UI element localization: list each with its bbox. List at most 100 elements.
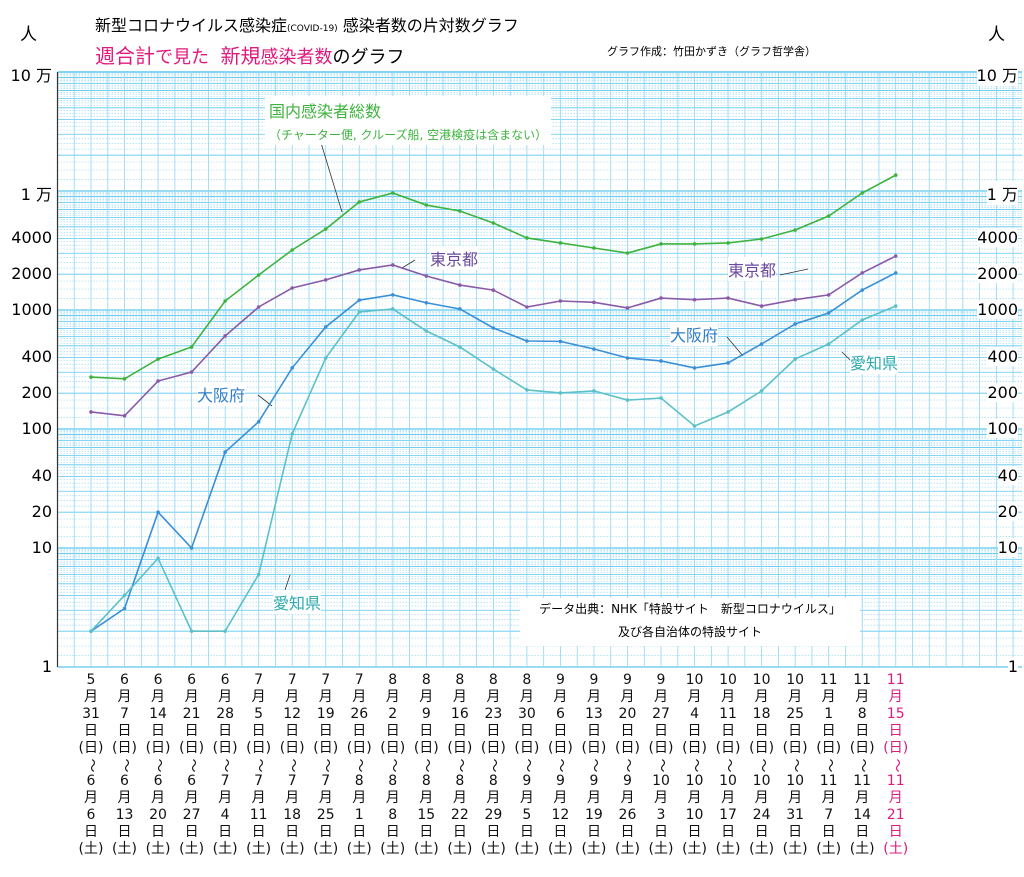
data-point-aichi [323, 356, 328, 360]
data-point-tokyo [189, 370, 194, 374]
data-point-tokyo [491, 288, 496, 292]
y-tick-label-r: 100 [987, 419, 1018, 438]
data-point-tokyo [156, 379, 160, 383]
x-tick-label: 7 月 19 日 (日) 〜 7 月 25 日 (土) [313, 672, 339, 858]
data-point-national [893, 173, 898, 177]
data-point-osaka [893, 271, 898, 275]
data-point-aichi [793, 357, 797, 361]
x-tick-label: 9 月 13 日 (日) 〜 9 月 19 日 (土) [581, 672, 607, 858]
y-tick-label-r: 1000 [977, 300, 1018, 319]
data-point-aichi [424, 329, 429, 333]
data-point-aichi [89, 629, 93, 633]
data-point-aichi [458, 345, 462, 349]
leader-line-national [317, 132, 343, 213]
data-point-national [189, 345, 194, 349]
x-tick-label: 8 月 2 日 (日) 〜 8 月 8 日 (土) [380, 672, 406, 858]
data-point-aichi [860, 318, 864, 322]
leader-line-tokyo [779, 268, 809, 276]
data-point-tokyo [793, 297, 797, 302]
data-point-tokyo [625, 306, 630, 310]
y-tick-label-l: 2000 [11, 264, 52, 284]
x-tick-label: 10 月 4 日 (日) 〜 10 月 10 日 (土) [682, 672, 707, 858]
series-label-national: 国内感染者総数 （チャーター便, クルーズ船, 空港検疫は含まない） [265, 96, 552, 145]
x-tick-label: 10 月 11 日 (日) 〜 10 月 17 日 (土) [715, 672, 741, 858]
author-credit: グラフ作成：竹田かずき（グラフ哲学舎） [607, 45, 816, 58]
y-tick-label-l: 1 [41, 657, 52, 676]
series-label-aichi-1: 愛知県 [273, 590, 322, 614]
x-tick-label: 8 月 23 日 (日) 〜 8 月 29 日 (土) [480, 672, 506, 858]
data-point-tokyo [759, 304, 764, 308]
y-tick-label-r: 1 万 [986, 181, 1018, 205]
data-point-osaka [826, 311, 831, 315]
x-tick-label: 10 月 18 日 (日) 〜 10 月 24 日 (土) [749, 672, 775, 858]
x-tick-label: 8 月 30 日 (日) 〜 9 月 5 日 (土) [514, 672, 540, 858]
x-tick-label: 11 月 1 日 (日) 〜 11 月 7 日 (土) [816, 672, 842, 858]
data-point-national [759, 237, 764, 241]
data-point-national [860, 191, 864, 195]
leader-line-aichi [284, 574, 291, 591]
y-tick-label-r: 10 万 [976, 62, 1018, 86]
data-point-osaka [692, 366, 697, 370]
data-point-national [256, 273, 261, 277]
series-label-tokyo-1: 東京都 [430, 246, 479, 270]
data-point-tokyo [525, 305, 529, 309]
data-point-national [223, 299, 227, 303]
leader-line-tokyo [401, 259, 416, 269]
data-point-tokyo [122, 414, 127, 418]
data-point-osaka [290, 366, 294, 370]
data-point-aichi [189, 629, 194, 633]
data-point-tokyo [390, 263, 395, 267]
data-point-tokyo [558, 299, 563, 303]
data-point-aichi [659, 396, 663, 400]
y-tick-label-l: 100 [21, 419, 52, 438]
data-point-osaka [860, 288, 864, 292]
data-point-tokyo [726, 296, 730, 300]
data-point-osaka [189, 546, 194, 550]
data-point-tokyo [89, 410, 93, 414]
y-tick-label-l: 1 万 [20, 181, 52, 205]
y-tick-label-r: 1 [1007, 657, 1018, 676]
y-tick-label-r: 2000 [977, 264, 1018, 284]
data-point-tokyo [256, 305, 261, 309]
y-tick-label-r: 200 [987, 383, 1018, 403]
data-point-tokyo [826, 293, 831, 297]
data-point-national [156, 357, 160, 361]
series-label-tokyo-2: 東京都 [728, 257, 777, 281]
data-point-tokyo [458, 283, 462, 287]
data-point-tokyo [290, 286, 294, 290]
y-tick-label-r: 10 [997, 538, 1018, 557]
data-point-tokyo [592, 300, 596, 305]
data-point-aichi [692, 424, 697, 428]
data-point-osaka [793, 322, 797, 326]
data-point-osaka [525, 339, 529, 343]
source-line-1: データ出典：NHK「特設サイト 新型コロナウイルス」 [539, 602, 841, 616]
data-point-national [793, 228, 797, 232]
x-tick-label: 7 月 5 日 (日) 〜 7 月 11 日 (土) [246, 672, 272, 858]
data-point-tokyo [323, 278, 328, 282]
data-point-osaka [357, 298, 362, 302]
data-point-aichi [491, 367, 496, 371]
data-point-aichi [256, 572, 261, 577]
data-point-aichi [156, 556, 160, 561]
data-point-aichi [122, 593, 127, 598]
data-point-tokyo [893, 254, 898, 258]
series-label-osaka-2: 大阪府 [670, 322, 719, 346]
data-point-osaka [491, 326, 496, 330]
data-point-aichi [223, 629, 227, 633]
data-point-osaka [558, 339, 563, 344]
chart-title: 新型コロナウイルス感染症(COVID-19) 感染者数の片対数グラフ [95, 16, 519, 35]
data-point-national [826, 214, 831, 218]
series-label-osaka-1: 大阪府 [197, 382, 246, 406]
data-point-osaka [625, 356, 630, 360]
data-point-national [458, 209, 462, 213]
data-point-osaka [726, 361, 730, 365]
y-tick-label-l: 10 [31, 538, 52, 557]
x-tick-label: 6 月 7 日 (日) 〜 6 月 13 日 (土) [112, 672, 137, 858]
y-tick-label-l: 200 [21, 383, 52, 403]
data-point-osaka [424, 300, 429, 305]
data-point-national [525, 236, 529, 240]
data-point-aichi [592, 389, 596, 393]
data-point-tokyo [659, 296, 663, 300]
data-point-national [659, 242, 663, 246]
x-tick-label: 9 月 20 日 (日) 〜 9 月 26 日 (土) [615, 672, 640, 858]
